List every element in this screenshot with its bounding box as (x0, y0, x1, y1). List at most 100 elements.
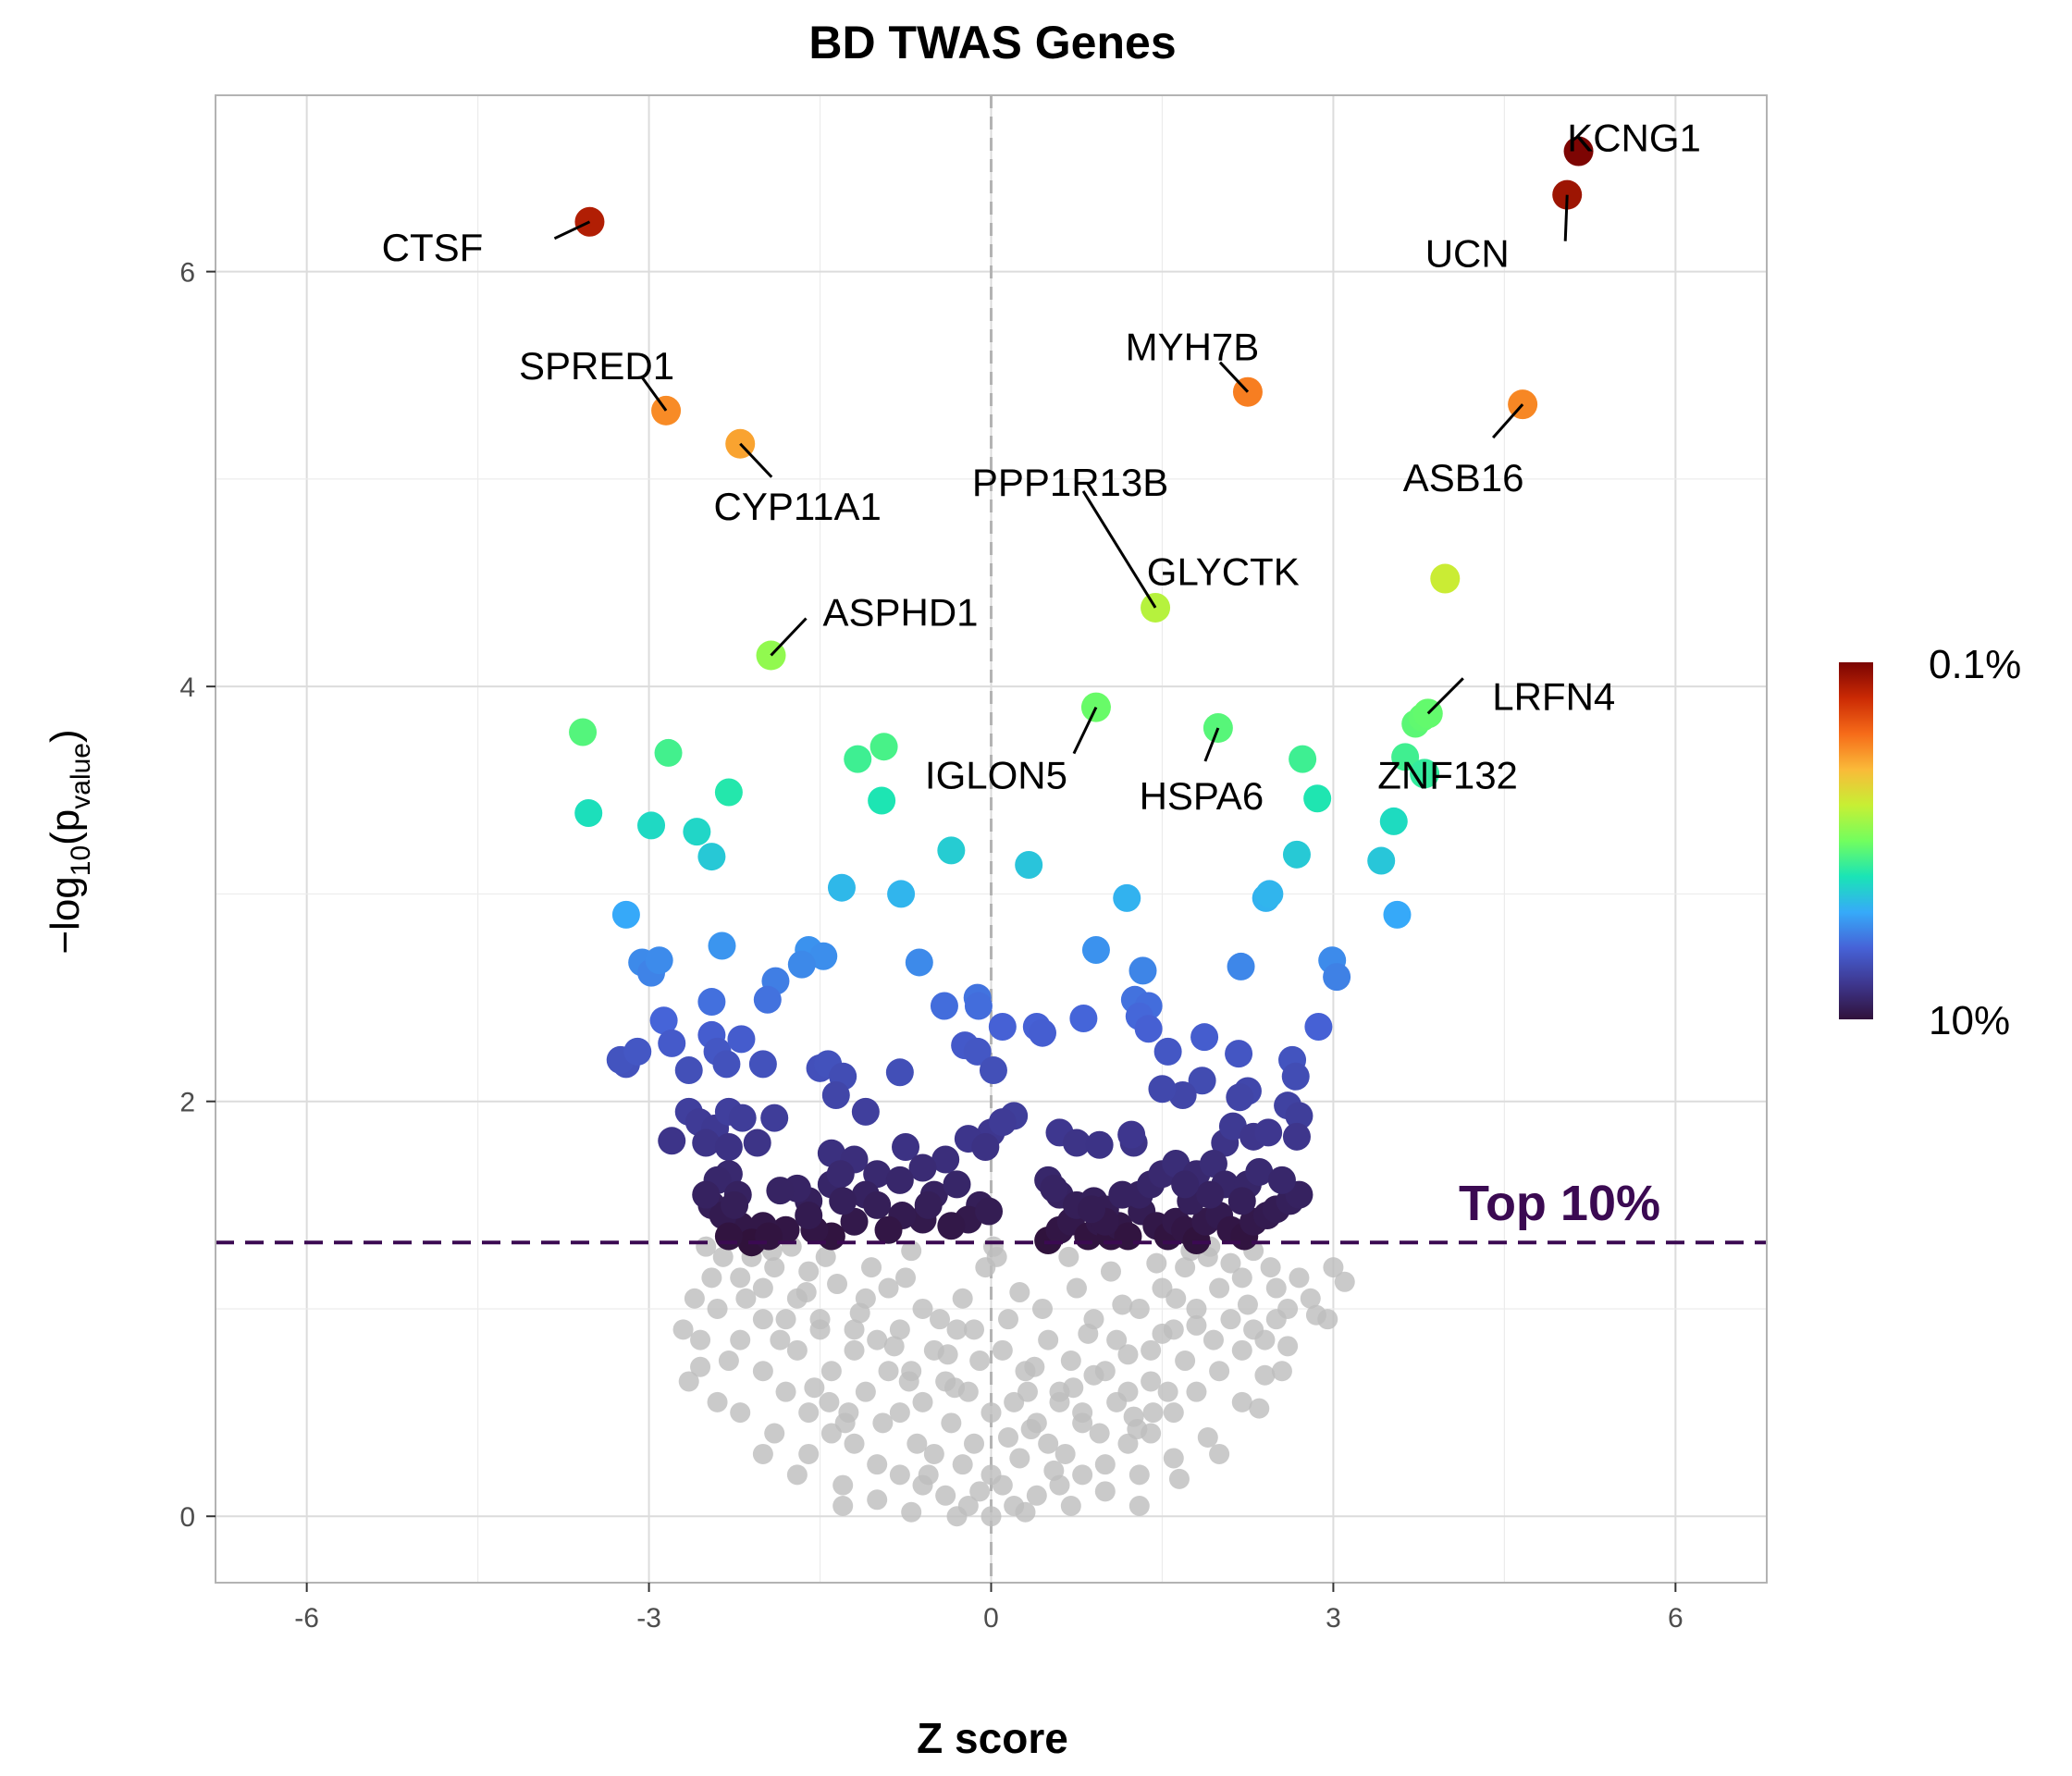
significant-point (743, 1128, 771, 1157)
background-point (1243, 1319, 1264, 1340)
background-point (1066, 1277, 1087, 1299)
background-point (1128, 1464, 1150, 1486)
background-point (923, 1443, 944, 1464)
significant-point (817, 1139, 845, 1167)
background-point (1231, 1339, 1252, 1361)
background-point (678, 1371, 699, 1392)
background-point (796, 1282, 817, 1303)
background-point (770, 1329, 791, 1350)
significant-point (1282, 840, 1311, 869)
background-point (752, 1361, 773, 1382)
significant-point (971, 1133, 1000, 1162)
background-point (752, 1443, 773, 1464)
significant-point (975, 1197, 1004, 1226)
background-point (937, 1344, 958, 1365)
significant-point (1085, 1130, 1114, 1159)
significant-point (863, 1190, 892, 1219)
background-point (1209, 1361, 1230, 1382)
significant-point (988, 1012, 1017, 1041)
background-point (889, 1319, 910, 1340)
significant-point (714, 778, 743, 807)
gene-leader-line (640, 376, 668, 412)
background-point (944, 1377, 966, 1399)
colorbar-legend: 0.1% 10% (1839, 642, 2021, 1043)
gene-label: MYH7B (1126, 326, 1260, 369)
colorbar-top-label: 0.1% (1929, 642, 2021, 687)
significant-point (692, 1180, 721, 1209)
significant-point (712, 1050, 741, 1079)
significant-point (1367, 846, 1396, 875)
significant-point (885, 1166, 914, 1194)
background-point (1060, 1496, 1081, 1517)
background-point (941, 1412, 962, 1434)
gene-label: ZNF132 (1377, 753, 1518, 796)
background-point (901, 1240, 922, 1262)
significant-point (748, 1050, 777, 1079)
significant-point (943, 1170, 971, 1199)
background-point (849, 1302, 870, 1324)
significant-point (821, 1080, 850, 1109)
significant-point (937, 836, 966, 865)
background-point (1186, 1314, 1207, 1336)
background-point (1277, 1336, 1299, 1357)
significant-point (1255, 880, 1284, 908)
x-tick-label: 3 (1326, 1603, 1341, 1634)
significant-point (1078, 1195, 1106, 1224)
background-point (730, 1267, 751, 1289)
labeled-gene-point (1563, 136, 1594, 166)
background-point (1231, 1391, 1252, 1412)
background-point (718, 1350, 739, 1372)
y-axis-title-prefix: −log (43, 876, 88, 954)
background-point (712, 1246, 734, 1267)
significant-point (674, 1056, 703, 1085)
significant-point (708, 931, 736, 960)
background-point (946, 1319, 968, 1340)
background-point (883, 1336, 905, 1357)
y-axis-title-sub: 10 (66, 845, 96, 876)
background-point (895, 1267, 917, 1289)
gene-label: LRFN4 (1492, 674, 1615, 718)
background-point (1163, 1448, 1184, 1469)
significant-point (827, 873, 856, 902)
significant-point (988, 1108, 1017, 1137)
significant-point (1128, 956, 1157, 985)
significant-point (1254, 1118, 1283, 1147)
background-point (1265, 1309, 1287, 1330)
chart-title: BD TWAS Genes (808, 17, 1176, 68)
colorbar-bottom-label: 10% (1929, 998, 2010, 1043)
significant-point (892, 1133, 920, 1162)
background-point (1334, 1271, 1355, 1292)
background-point (912, 1391, 933, 1412)
significant-point (714, 1222, 743, 1251)
background-point (1100, 1261, 1121, 1282)
background-point (844, 1339, 865, 1361)
background-point (730, 1329, 751, 1350)
background-point (1163, 1402, 1184, 1424)
background-point (1043, 1460, 1065, 1481)
gene-label: CYP11A1 (714, 485, 882, 528)
gene-label: CTSF (382, 226, 484, 269)
gene-label: UCN (1425, 232, 1510, 276)
significant-point (868, 786, 896, 815)
significant-point (697, 843, 726, 871)
gene-leader-line (1203, 727, 1220, 762)
background-point (1175, 1350, 1196, 1372)
background-point (912, 1298, 933, 1319)
background-point (1015, 1501, 1036, 1523)
significant-point (1226, 1083, 1254, 1112)
significant-point (623, 1037, 652, 1066)
significant-point (1148, 1075, 1177, 1104)
significant-point (1113, 883, 1141, 912)
background-point (1024, 1356, 1045, 1377)
significant-point (1281, 1062, 1310, 1091)
background-point (946, 1506, 968, 1527)
significant-point (963, 1037, 992, 1066)
background-point (855, 1381, 876, 1402)
background-point (820, 1361, 842, 1382)
background-point (889, 1402, 910, 1424)
x-axis-title: Z score (917, 1714, 1068, 1762)
significant-point (887, 880, 916, 908)
gene-leader-line (1563, 194, 1569, 241)
